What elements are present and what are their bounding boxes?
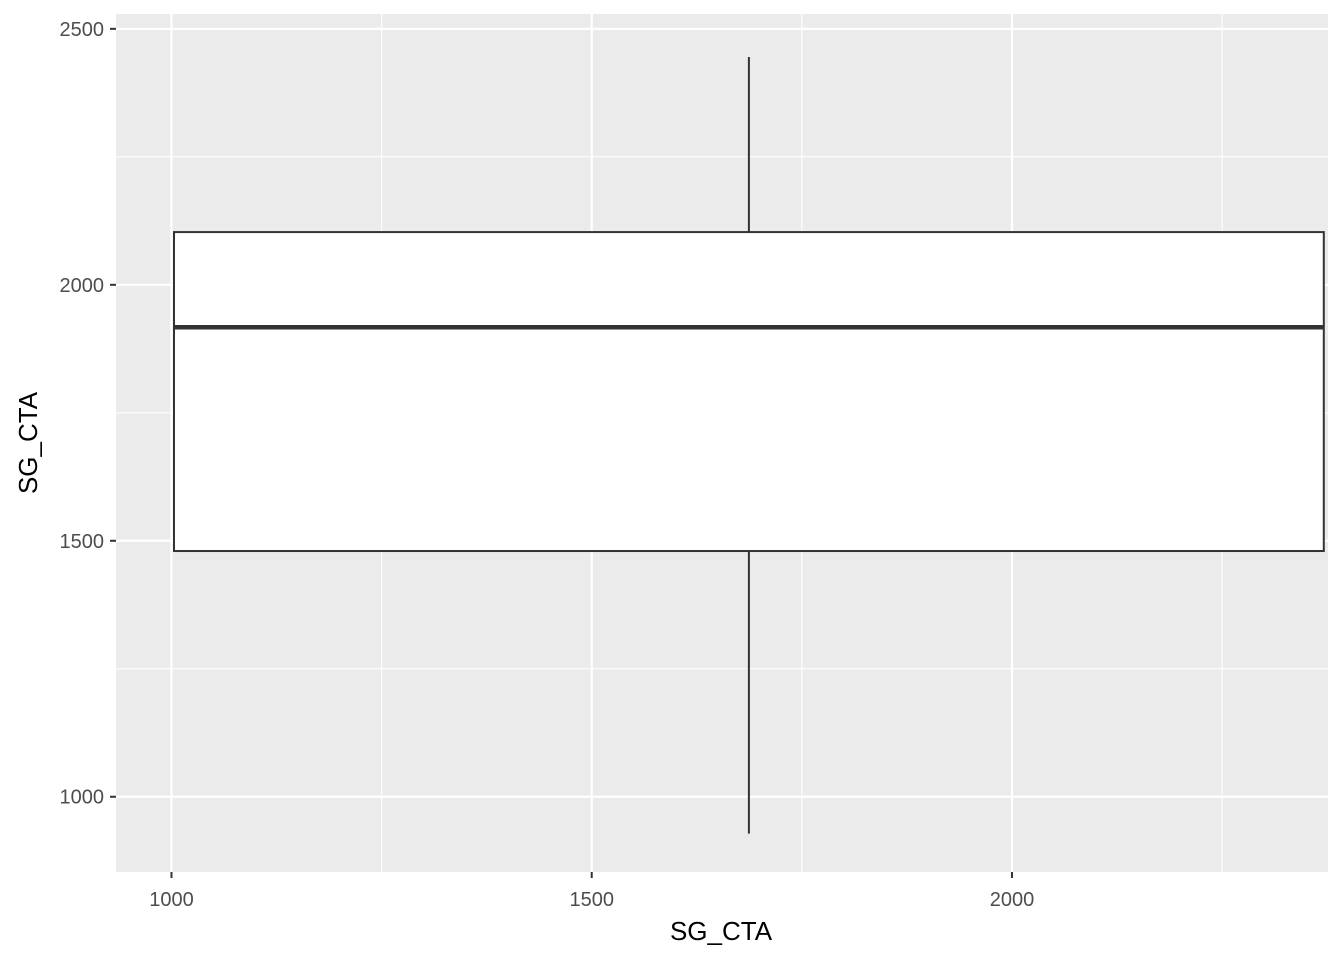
y-axis-title: SG_CTA <box>13 391 43 494</box>
y-tick-label: 1000 <box>60 787 105 809</box>
x-tick-label: 1500 <box>569 889 614 911</box>
x-axis-title: SG_CTA <box>670 916 773 946</box>
axis-ticks: 1000 1500 2000 1000 1500 2000 2500 <box>60 19 1035 911</box>
y-tick-label: 2000 <box>60 275 105 297</box>
x-tick-label: 2000 <box>990 889 1035 911</box>
box-iqr <box>172 231 1325 553</box>
boxplot-layer <box>172 57 1325 834</box>
y-tick-label: 2500 <box>60 19 105 41</box>
x-tick-label: 1000 <box>149 889 194 911</box>
y-tick-label: 1500 <box>60 531 105 553</box>
